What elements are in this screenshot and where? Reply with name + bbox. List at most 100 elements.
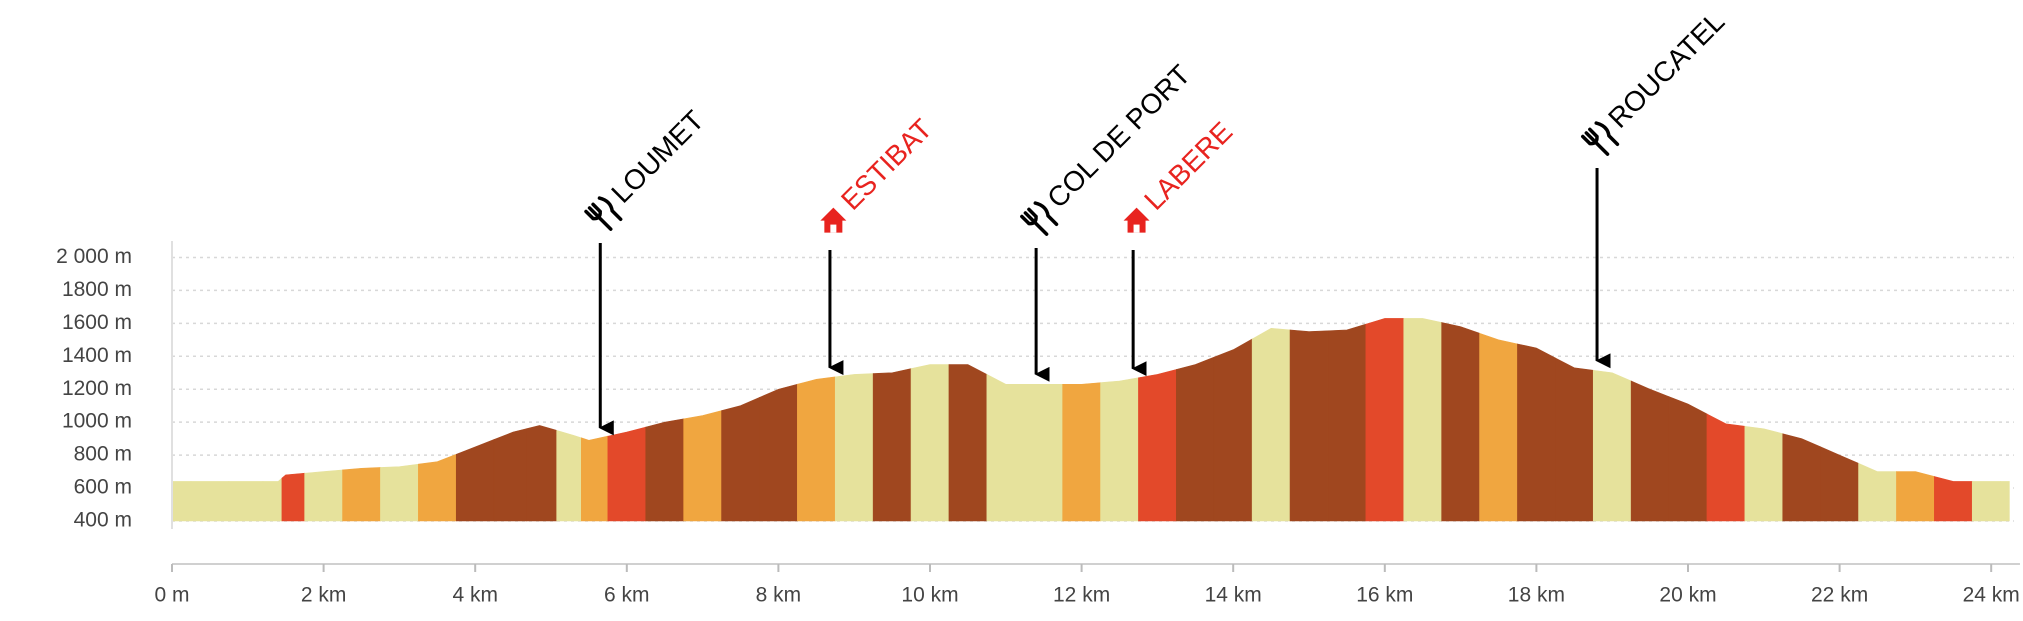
y-tick-label: 1200 m	[62, 377, 132, 400]
profile-segment	[721, 397, 760, 522]
x-tick-label: 20 km	[1659, 584, 1716, 607]
y-tick-label: 1400 m	[62, 344, 132, 367]
profile-segment	[1630, 380, 1670, 522]
x-tick-label: 12 km	[1053, 584, 1110, 607]
knife	[1033, 201, 1059, 226]
profile-segment	[380, 463, 419, 522]
profile-segment	[834, 373, 874, 522]
profile-segment	[228, 481, 264, 522]
y-tick-label: 2 000 m	[56, 245, 132, 268]
y-tick-label: 600 m	[74, 476, 132, 499]
profile-segment	[1971, 481, 2001, 522]
profile-segment	[1062, 382, 1101, 522]
profile-segment	[1934, 476, 1973, 522]
annotation: LOUMET	[584, 104, 710, 231]
door	[1133, 224, 1140, 233]
annotation-label: LABERE	[1138, 116, 1238, 216]
profile-segment	[1668, 396, 1708, 522]
x-tick-label: 2 km	[301, 584, 347, 607]
profile-segment	[797, 376, 836, 522]
profile-segment	[872, 368, 912, 522]
house	[820, 207, 847, 233]
profile-segment	[1213, 338, 1253, 522]
profile-segment	[526, 425, 557, 522]
profile-segment	[1592, 369, 1632, 522]
annotation: ROUCATEL	[1581, 6, 1730, 156]
knife	[597, 196, 623, 221]
y-tick-label: 400 m	[74, 509, 132, 532]
y-tick-label: 800 m	[74, 443, 132, 466]
profile-segment	[1517, 343, 1556, 522]
y-tick-label: 1600 m	[62, 311, 132, 334]
restaurant-icon	[584, 196, 623, 231]
x-tick-label: 22 km	[1811, 584, 1868, 607]
profile-segment	[171, 481, 192, 522]
profile-segment	[910, 364, 950, 522]
house	[1123, 207, 1150, 233]
x-tick-label: 0 m	[154, 584, 189, 607]
door	[830, 224, 837, 233]
profile-segment	[1896, 471, 1935, 522]
profile-segment	[1706, 413, 1746, 522]
profile-segment	[1479, 332, 1518, 522]
profile-segment	[556, 430, 582, 522]
profile-segment	[1176, 356, 1215, 522]
profile-segment	[262, 477, 283, 522]
lodging-icon	[820, 207, 847, 233]
annotation: COL DE PORT	[1020, 59, 1196, 236]
profile-segment	[455, 439, 495, 522]
fork	[1581, 127, 1610, 156]
profile	[171, 318, 2010, 522]
x-tick-label: 10 km	[901, 584, 958, 607]
profile-segment	[645, 418, 684, 522]
profile-segment	[1024, 383, 1063, 522]
profile-segment	[1744, 425, 1784, 522]
profile-segment	[683, 410, 722, 522]
annotation: ESTIBAT	[820, 113, 938, 233]
profile-segment	[304, 469, 343, 522]
profile-segment	[190, 481, 230, 522]
profile-segment	[418, 453, 457, 522]
x-tick-label: 16 km	[1356, 584, 1413, 607]
profile-segment	[607, 426, 647, 522]
lodging-icon	[1123, 207, 1150, 233]
profile-segment	[759, 383, 798, 522]
profile-segment	[1403, 318, 1442, 522]
axes: 400 m 600 m 800 m 1000 m 1200 m 1400 m 1600 m 1…	[56, 241, 2020, 607]
profile-segment	[493, 428, 527, 522]
profile-segment	[1820, 446, 1859, 522]
restaurant-icon	[1581, 121, 1620, 156]
annotation-label: ESTIBAT	[835, 113, 938, 216]
fork	[584, 202, 613, 231]
x-tick-label: 6 km	[604, 584, 650, 607]
x-tick-label: 24 km	[1963, 584, 2020, 607]
profile-segment	[1365, 318, 1405, 522]
annotation-label: ROUCATEL	[1602, 6, 1730, 134]
profile-segment	[1289, 329, 1329, 522]
fork	[1020, 207, 1049, 236]
annotation-label: LOUMET	[605, 104, 709, 208]
x-tick-label: 4 km	[452, 584, 498, 607]
x-tick-label: 14 km	[1205, 584, 1262, 607]
y-tick-label: 1000 m	[62, 410, 132, 433]
x-tick-label: 18 km	[1508, 584, 1565, 607]
x-tick-label: 8 km	[756, 584, 802, 607]
profile-segment	[1327, 323, 1367, 522]
profile-segment	[986, 373, 1026, 522]
profile-segment	[1100, 377, 1139, 522]
y-tick-label: 1800 m	[62, 278, 132, 301]
profile-segment	[281, 472, 305, 522]
profile-segment	[1782, 433, 1821, 522]
profile-segment	[1555, 357, 1594, 522]
profile-segment	[342, 467, 381, 522]
profile-segment	[581, 435, 609, 522]
profile-segment	[1251, 327, 1291, 522]
profile-segment	[1441, 322, 1480, 522]
profile-segment	[948, 364, 988, 522]
profile-segment	[1858, 462, 1897, 522]
profile-segment	[2000, 481, 2010, 522]
knife	[1594, 121, 1620, 146]
profile-segment	[1138, 369, 1177, 522]
restaurant-icon	[1020, 201, 1059, 236]
